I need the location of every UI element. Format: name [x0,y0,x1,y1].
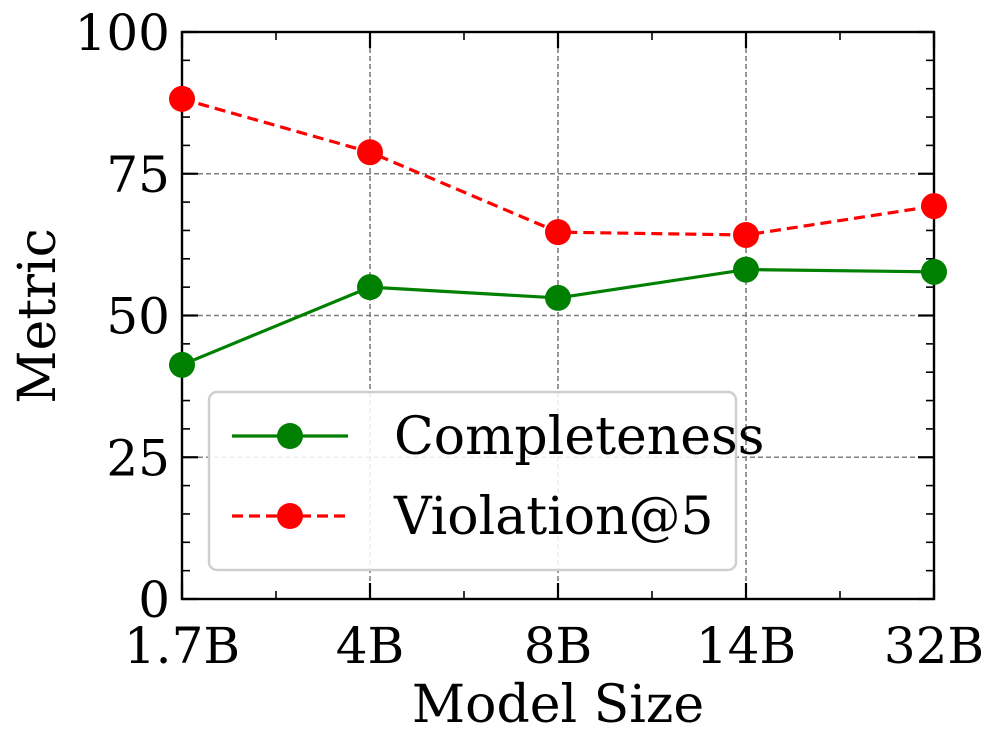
x-tick-label: 1.7B [124,617,240,675]
y-tick-labels: 0 25 50 75 100 [75,4,170,629]
legend-marker-violation [277,503,303,529]
data-point-violation-5 [733,221,759,248]
data-point-violation-5 [545,219,571,246]
data-point-completeness [545,284,571,311]
data-point-completeness [169,351,195,378]
data-point-completeness [921,258,947,285]
legend-label-violation: Violation@5 [393,487,714,547]
x-tick-label: 14B [696,617,796,675]
legend-marker-completeness [277,423,303,449]
y-tick-label: 50 [106,288,170,346]
data-point-violation-5 [169,85,195,112]
plot-frame [180,30,936,601]
y-tick-label: 25 [106,429,170,487]
x-tick-labels: 1.7B 4B 8B 14B 32B [124,617,984,675]
data-point-violation-5 [357,139,383,166]
y-tick-label: 100 [75,4,170,62]
legend: Completeness Violation@5 [207,390,764,572]
y-tick-label: 0 [138,571,170,629]
x-axis-title: Model Size [412,675,704,735]
x-tick-label: 8B [524,617,593,675]
data-point-violation-5 [921,193,947,220]
series-group [169,85,947,378]
data-point-completeness [357,274,383,301]
y-tick-label: 75 [106,146,170,204]
x-tick-label: 4B [336,617,405,675]
y-axis-title: Metric [8,228,68,404]
data-point-completeness [733,256,759,283]
x-tick-label: 32B [884,617,984,675]
legend-label-completeness: Completeness [394,407,764,467]
